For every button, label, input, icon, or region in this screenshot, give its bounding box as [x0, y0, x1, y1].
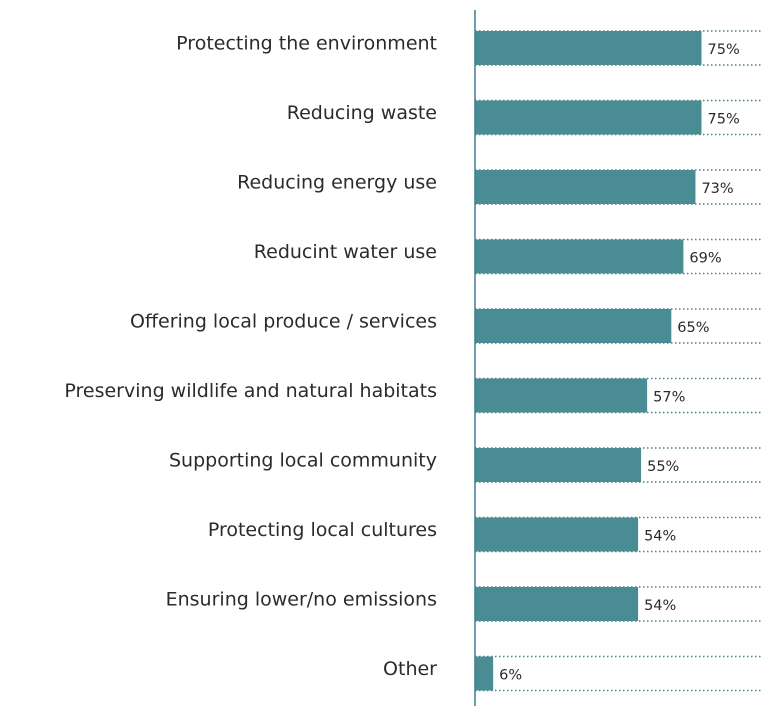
bar-8 — [475, 587, 639, 621]
category-label-6: Supporting local community — [169, 450, 437, 472]
category-label-1: Reducing waste — [287, 102, 437, 124]
category-label-2: Reducing energy use — [237, 172, 437, 194]
category-label-5: Preserving wildlife and natural habitats — [64, 380, 437, 402]
category-labels: Protecting the environment Reducing waste… — [64, 33, 437, 681]
category-label-9: Other — [383, 658, 437, 680]
value-label-0: 75% — [708, 42, 740, 58]
category-label-0: Protecting the environment — [176, 33, 437, 55]
value-label-2: 73% — [701, 181, 733, 197]
bar-1 — [475, 100, 702, 135]
category-label-3: Reducint water use — [254, 241, 437, 263]
value-labels: 75% 75% 73% 69% 65% 57% 55% 54% 54% 6% — [499, 42, 740, 684]
value-label-1: 75% — [708, 112, 740, 128]
value-label-9: 6% — [499, 668, 522, 684]
bars — [475, 31, 702, 691]
bar-5 — [475, 378, 648, 413]
bar-3 — [475, 239, 684, 274]
value-label-3: 69% — [689, 251, 721, 267]
bar-6 — [475, 448, 642, 482]
category-label-4: Offering local produce / services — [130, 311, 437, 333]
value-label-7: 54% — [644, 529, 676, 545]
bar-4 — [475, 309, 672, 343]
category-label-8: Ensuring lower/no emissions — [166, 589, 437, 611]
bar-2 — [475, 170, 696, 204]
value-label-6: 55% — [647, 459, 679, 475]
bar-0 — [475, 31, 702, 65]
value-label-8: 54% — [644, 598, 676, 614]
category-label-7: Protecting local cultures — [208, 519, 437, 541]
value-label-5: 57% — [653, 390, 685, 406]
bar-9 — [475, 656, 494, 691]
bar-7 — [475, 517, 639, 552]
value-label-4: 65% — [677, 320, 709, 336]
